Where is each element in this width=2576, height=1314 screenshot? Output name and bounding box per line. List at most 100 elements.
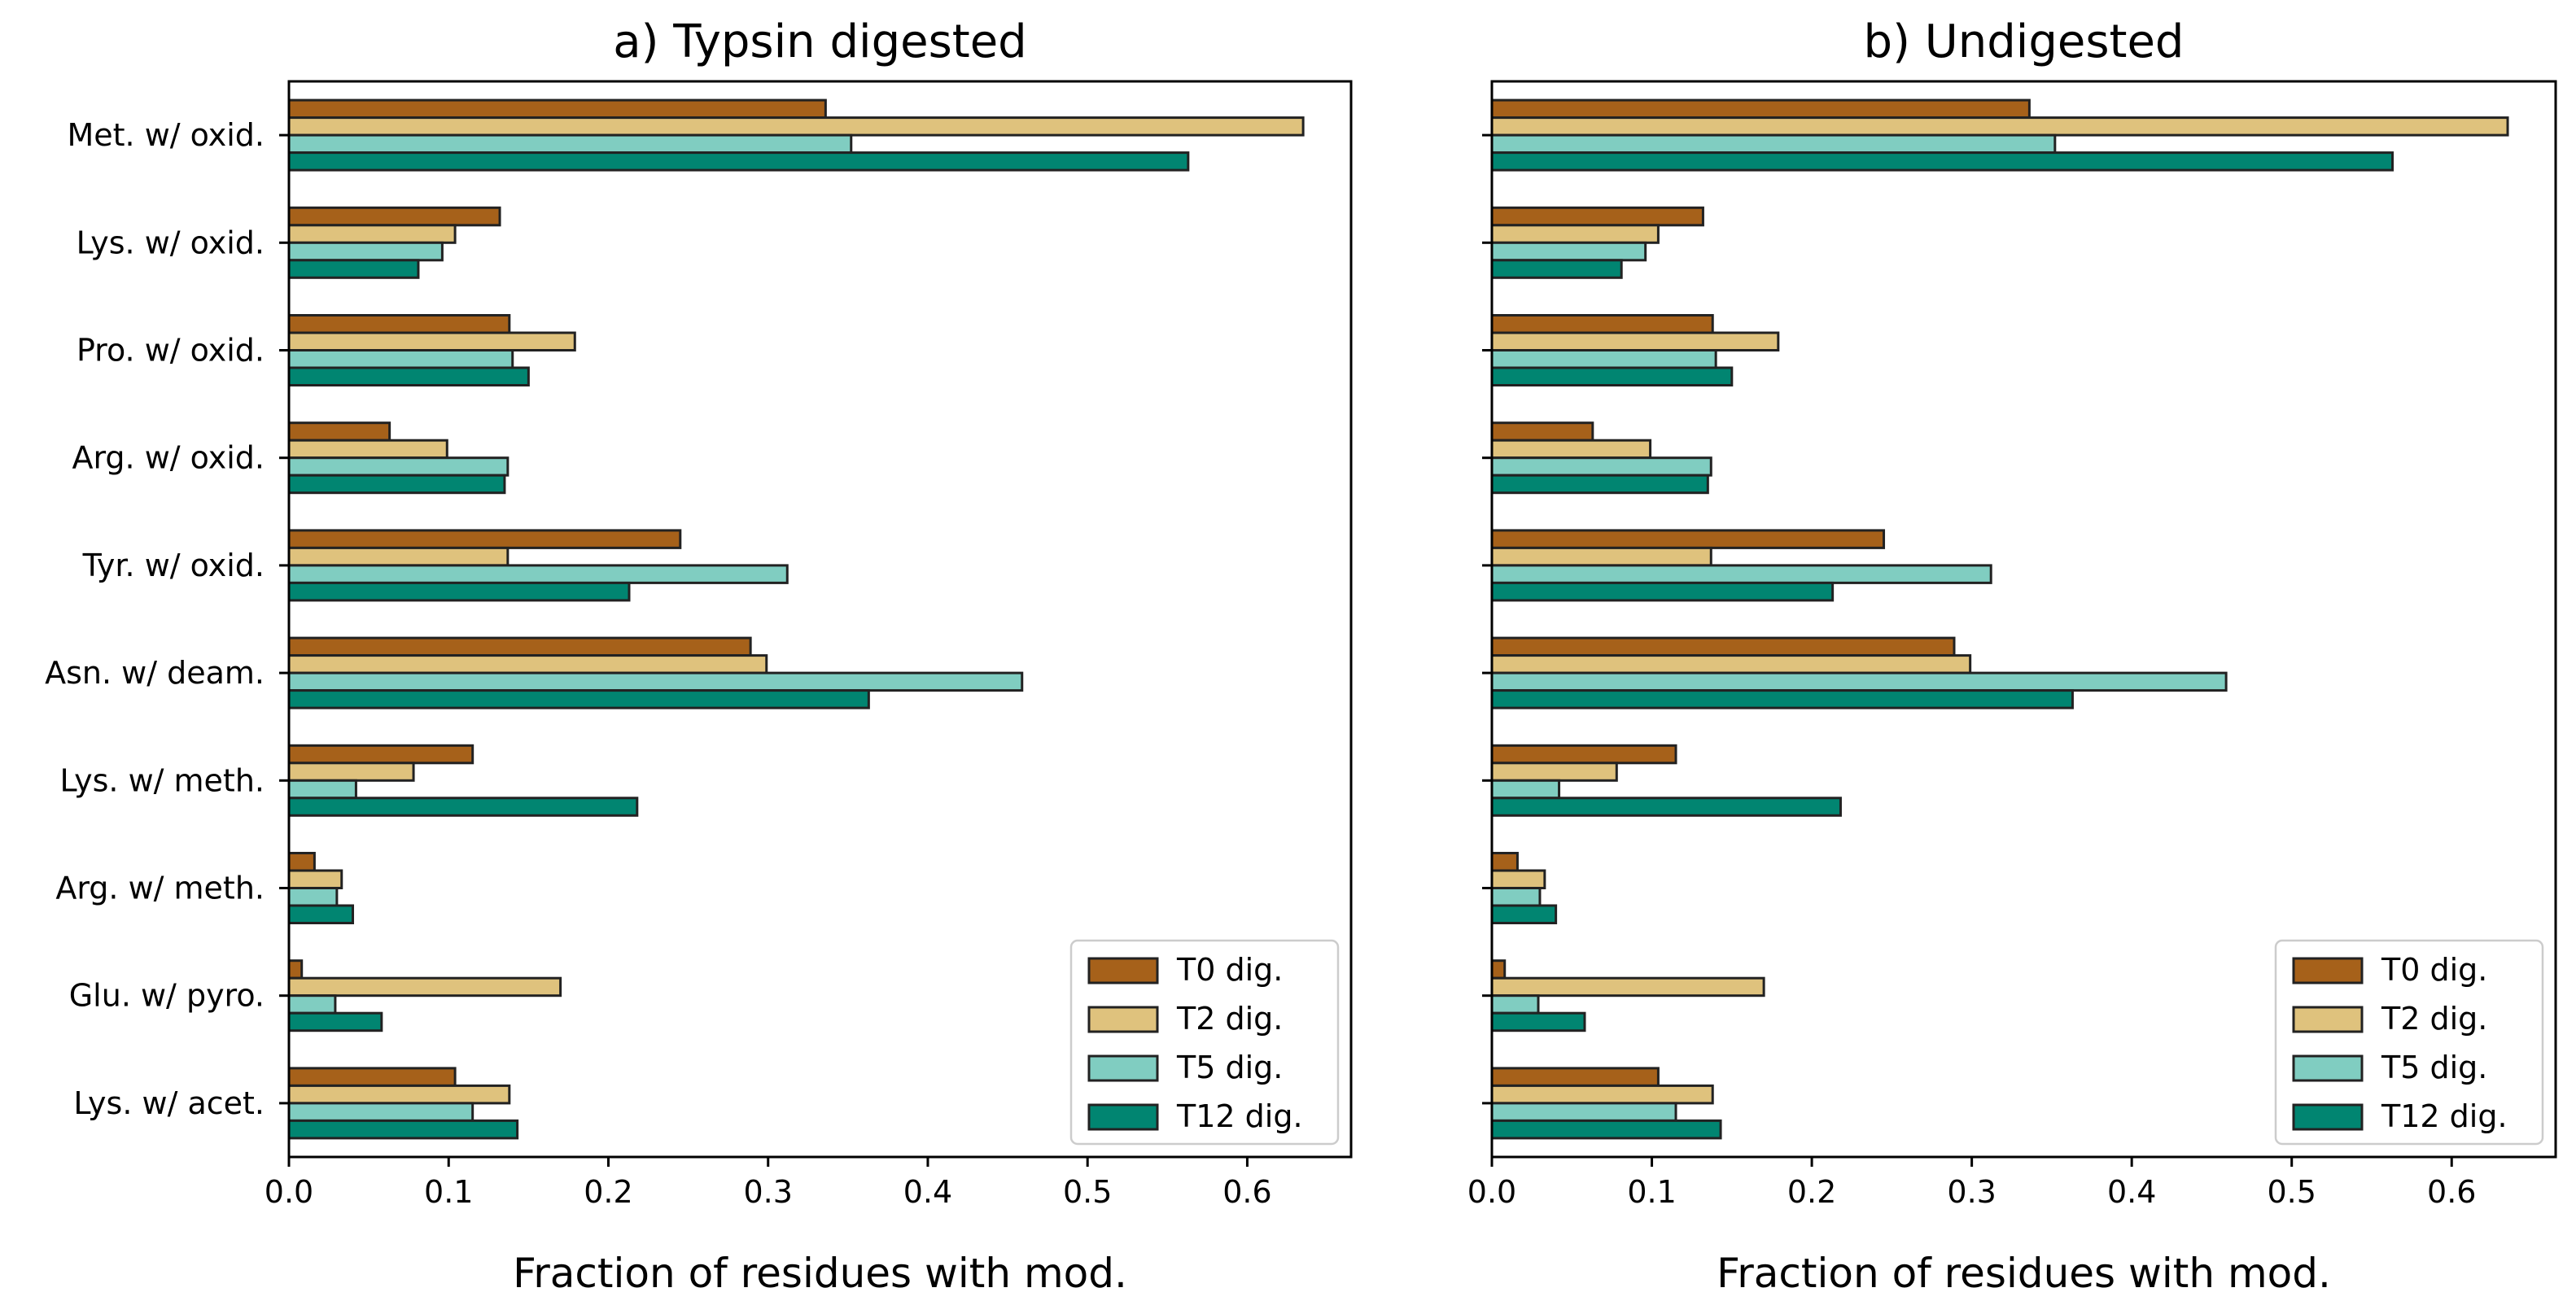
bar [287, 976, 562, 998]
bar [1490, 206, 1704, 227]
x-tick-label: 0.2 [584, 1174, 632, 1210]
legend: T0 dig. T2 dig. T5 dig. T12 dig. [1069, 939, 1340, 1146]
legend-swatch [2292, 1006, 2364, 1033]
y-tick-label: Arg. w/ meth. [55, 871, 265, 906]
y-tick-label: Tyr. w/ oxid. [82, 548, 265, 583]
bar [1490, 546, 1712, 567]
bar [287, 224, 457, 244]
bar [1490, 98, 2031, 120]
bar [287, 887, 339, 907]
y-tick-label: Lys. w/ meth. [59, 762, 265, 798]
x-tick-label: 0.1 [424, 1174, 473, 1210]
bar [287, 779, 357, 800]
bar [1490, 421, 1594, 442]
chart-panel-2: 0.0 0.1 0.2 0.3 0.4 0.5 0.6 b) Undigested Fracti… [1467, 15, 2557, 1297]
bar [287, 689, 870, 709]
bar [1490, 331, 1780, 351]
chart-title: b) Undigested [1864, 15, 2185, 68]
legend-swatch [1087, 957, 1159, 984]
y-tick-label: Lys. w/ oxid. [77, 225, 265, 260]
bar [1490, 959, 1507, 980]
bar [1490, 529, 1886, 549]
bar [287, 1102, 475, 1122]
bar [287, 349, 514, 369]
bar [287, 98, 827, 120]
bar [1490, 779, 1561, 800]
legend-swatch [1087, 1054, 1159, 1082]
bar [287, 869, 343, 889]
x-tick-label: 0.4 [903, 1174, 952, 1210]
bar [287, 1119, 519, 1140]
bar [287, 581, 631, 602]
legend-label: T0 dig. [1176, 952, 1283, 988]
bar [287, 421, 391, 442]
bar [287, 331, 576, 351]
legend-swatch [1087, 1006, 1159, 1033]
bar [287, 1067, 457, 1087]
y-tick-label: Met. w/ oxid. [67, 117, 265, 153]
bar [1490, 1067, 1660, 1087]
x-axis-label: Fraction of residues with mod. [1717, 1250, 2331, 1297]
chart-title: a) Typsin digested [613, 15, 1026, 68]
bar [1490, 259, 1623, 279]
bar [1490, 904, 1558, 924]
bar [287, 151, 1190, 172]
bar [287, 439, 448, 460]
legend-label: T5 dig. [1176, 1050, 1283, 1085]
bar [287, 241, 444, 262]
legend-swatch [2292, 1103, 2364, 1131]
bar [1490, 654, 1972, 674]
bar [1490, 349, 1717, 369]
bar [1490, 151, 2394, 172]
y-tick-label: Lys. w/ acet. [73, 1085, 265, 1121]
bar [1490, 994, 1540, 1015]
x-tick-label: 0.0 [1467, 1174, 1516, 1210]
bar [287, 366, 530, 386]
legend: T0 dig. T2 dig. T5 dig. T12 dig. [2274, 939, 2544, 1146]
bar [287, 1084, 511, 1105]
legend-label: T2 dig. [1176, 1001, 1283, 1037]
x-tick-label: 0.4 [2107, 1174, 2156, 1210]
bar [1490, 564, 1992, 584]
x-tick-label: 0.0 [265, 1174, 313, 1210]
legend-label: T5 dig. [2381, 1050, 2487, 1085]
bar [287, 116, 1305, 137]
legend-label: T12 dig. [1176, 1098, 1303, 1134]
bar [287, 133, 853, 155]
bar [1490, 869, 1546, 889]
bar [287, 959, 304, 980]
bar [1490, 744, 1677, 765]
bar [287, 474, 506, 495]
bar [1490, 241, 1647, 262]
bar [287, 671, 1024, 692]
bar [1490, 1011, 1586, 1032]
legend-label: T0 dig. [2381, 952, 2487, 988]
bar [287, 762, 415, 782]
x-tick-label: 0.5 [2267, 1174, 2316, 1210]
x-axis-label: Fraction of residues with mod. [513, 1250, 1127, 1297]
bar [1490, 1084, 1714, 1105]
bar [287, 314, 511, 334]
bar [287, 904, 354, 924]
bar [287, 564, 789, 584]
bar [287, 654, 768, 674]
legend-swatch [1087, 1103, 1159, 1131]
bar [1490, 314, 1714, 334]
bar [1490, 636, 1956, 657]
legend-label: T2 dig. [2381, 1001, 2487, 1037]
bar [1490, 887, 1542, 907]
y-tick-label: Glu. w/ pyro. [69, 978, 265, 1014]
bar [1490, 762, 1618, 782]
bar [287, 994, 337, 1015]
y-tick-label: Asn. w/ deam. [45, 655, 265, 691]
bar [1490, 689, 2074, 709]
bar [1490, 976, 1765, 998]
x-tick-label: 0.3 [744, 1174, 793, 1210]
x-tick-label: 0.3 [1947, 1174, 1996, 1210]
plot-frame [1490, 80, 2557, 1159]
bar [1490, 133, 2057, 155]
bar [1490, 439, 1652, 460]
bar [1490, 581, 1835, 602]
y-tick-label: Pro. w/ oxid. [77, 333, 265, 369]
